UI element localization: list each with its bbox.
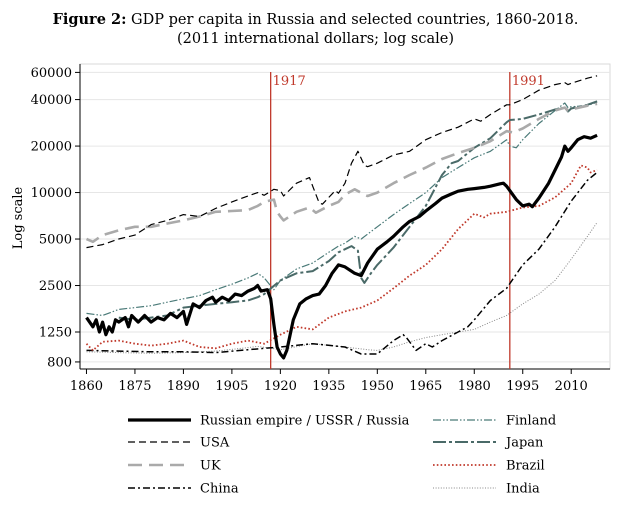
legend-label-finland: Finland [506,414,556,429]
series-line-usa [86,75,598,249]
x-tick-label: 1860 [70,379,103,394]
x-tick-label: 1890 [167,379,200,394]
figure-label: Figure 2: [52,11,127,28]
event-label-1917: 1917 [273,74,306,89]
figure-title: GDP per capita in Russia and selected co… [131,12,579,28]
x-tick-label: 1875 [118,379,151,394]
legend-label-uk: UK [200,459,221,474]
x-tick-label: 1995 [506,379,539,394]
x-tick-label: 2010 [555,379,588,394]
x-tick-label: 1920 [264,379,297,394]
series-line-japan [118,100,598,321]
y-tick-label: 40000 [31,93,72,108]
legend-label-japan: Japan [504,436,544,451]
x-tick-label: 1965 [409,379,442,394]
legend-label-usa: USA [200,436,230,451]
series-line-russian-empire-ussr-russia [85,133,598,360]
y-tick-label: 10000 [31,186,72,201]
legend-label-india: India [506,482,540,497]
y-tick-label: 60000 [31,66,72,81]
series-line-brazil [85,164,598,352]
x-axis: 1860 1875 1890 1905 1920 1935 1950 1965 1980 1995… [70,368,610,394]
event-lines: 1917 1991 [270,72,545,369]
x-tick-label: 1980 [458,379,491,394]
chart-subtitle: (2011 international dollars; log scale) [176,31,455,47]
series-lines [85,75,598,360]
x-tick-label: 1905 [215,379,248,394]
y-axis: 800 1250 2500 5000 10000 20000 40000 60000 [31,64,81,370]
legend-label-russian-empire-ussr-russia: Russian empire / USSR / Russia [200,414,410,429]
series-line-china [86,171,598,355]
x-tick-label: 1935 [312,379,345,394]
series-line-finland [86,101,598,317]
chart-title: Figure 2: GDP per capita in Russia and s… [0,10,631,30]
plot-area [79,63,611,370]
y-tick-label: 1250 [39,326,72,341]
y-tick-label: 20000 [31,140,72,155]
series-line-uk [85,102,598,244]
legend: Russian empire / USSR / Russia USA UK China… [128,414,556,497]
legend-label-china: China [200,482,239,497]
series-line-india [86,222,598,354]
y-tick-label: 800 [47,355,72,370]
event-label-1991: 1991 [512,74,545,89]
y-axis-title: Log scale [11,186,26,249]
y-tick-label: 2500 [39,279,72,294]
legend-label-brazil: Brazil [506,459,545,474]
grid-lines [80,71,610,363]
y-tick-label: 5000 [39,233,72,248]
x-tick-label: 1950 [361,379,394,394]
